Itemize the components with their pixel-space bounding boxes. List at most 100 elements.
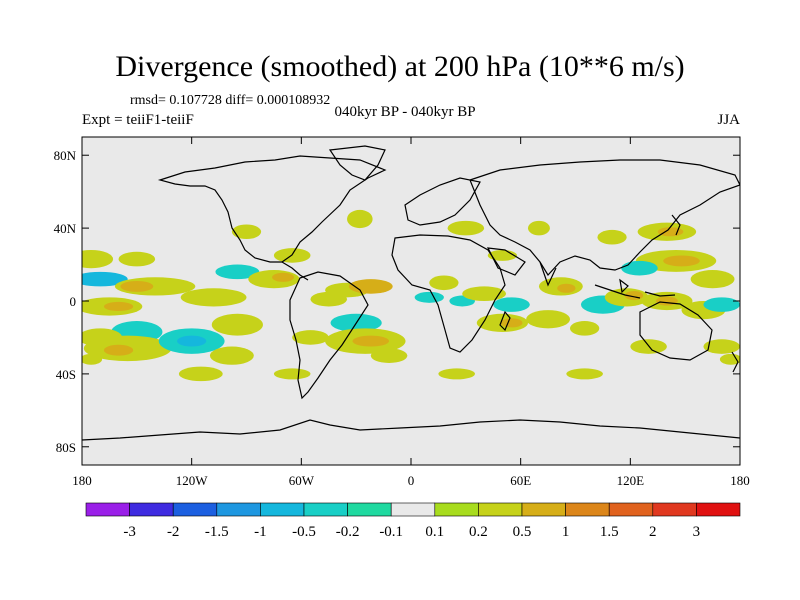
coastline-europe — [404, 177, 481, 226]
colorbar-swatch — [390, 502, 436, 517]
period-subtitle: 040kyr BP - 040kyr BP — [334, 104, 476, 120]
colorbar-swatch — [608, 502, 654, 517]
lat-tick-label: 40S — [56, 367, 76, 382]
colorbar: -3 -2 -1.5 -1 -0.5 -0.2 -0.1 0.1 0.2 0.5 1 1.5 2 3 — [85, 502, 741, 540]
field-contour-60 — [447, 220, 485, 236]
experiment-label: Expt = teiiF1-teiiF — [82, 112, 194, 128]
lon-tick-label: 0 — [408, 473, 415, 488]
lon-tick-label: 180 — [730, 473, 750, 488]
coastline-asia — [469, 159, 740, 276]
colorbar-swatch — [478, 502, 523, 517]
field-contour-31 — [414, 291, 444, 303]
colorbar-swatch — [260, 502, 305, 517]
field-contour-4 — [120, 280, 154, 292]
field-contour-56 — [690, 270, 735, 289]
coastline-south-america — [289, 271, 369, 400]
colorbar-swatch — [434, 502, 479, 517]
coastline-central-america — [281, 261, 309, 281]
coastline-arabia — [486, 247, 526, 276]
colorbar-level-label: -2 — [167, 524, 180, 540]
colorbar-level-label: -1 — [254, 524, 267, 540]
field-contour-17 — [211, 313, 263, 336]
lat-tick-label: 0 — [70, 294, 77, 309]
field-contour-48 — [703, 297, 740, 312]
field-contour-62 — [178, 366, 223, 382]
field-contour-46 — [655, 296, 678, 306]
lon-tick-label: 60W — [289, 473, 315, 488]
colorbar-level-label: -1.5 — [205, 524, 229, 540]
field-contour-65 — [566, 368, 603, 380]
colorbar-level-label: 0.2 — [469, 524, 488, 540]
field-contour-64 — [438, 368, 475, 380]
season-label: JJA — [717, 112, 740, 128]
field-contour-24 — [292, 330, 329, 345]
field-contour-16 — [177, 335, 207, 347]
field-contour-40 — [557, 283, 576, 293]
field-contour-6 — [103, 301, 134, 312]
field-contour-38 — [526, 310, 571, 329]
colorbar-level-label: -0.2 — [336, 524, 360, 540]
field-contour-57 — [621, 260, 658, 276]
colorbar-level-label: 0.5 — [513, 524, 532, 540]
colorbar-swatch — [565, 502, 610, 517]
lon-tick-label: 120W — [176, 473, 209, 488]
colorbar-level-label: 0.1 — [425, 524, 444, 540]
field-contour-29 — [231, 224, 262, 240]
field-contour-0 — [82, 249, 114, 269]
coastline-africa — [391, 234, 506, 353]
field-contour-37 — [500, 318, 523, 328]
field-contour-2 — [82, 271, 128, 287]
field-contour-33 — [429, 275, 459, 291]
lat-tick-label: 80N — [54, 148, 77, 163]
lat-tick-label: 40N — [54, 221, 77, 236]
coastline-indonesia — [594, 278, 676, 299]
field-contour-27 — [370, 348, 408, 363]
divergence-field — [82, 209, 740, 382]
field-contour-10 — [272, 272, 295, 282]
lon-tick-label: 120E — [617, 473, 645, 488]
lon-tick-label: 180 — [72, 473, 92, 488]
field-contour-26 — [352, 335, 390, 347]
coastline-north-america — [157, 155, 387, 263]
coastline-new-zealand — [731, 351, 739, 373]
field-contour-34 — [462, 286, 507, 302]
colorbar-level-label: 2 — [649, 524, 657, 540]
colorbar-level-label: -0.5 — [292, 524, 316, 540]
coastline-madagascar — [499, 310, 511, 332]
colorbar-swatch — [696, 502, 741, 517]
field-contour-7 — [180, 288, 247, 307]
lon-tick-label: 60E — [510, 473, 531, 488]
field-contour-55 — [657, 227, 684, 237]
coastline-japan — [671, 214, 681, 236]
coastline-india — [539, 261, 557, 287]
field-contour-41 — [570, 321, 600, 336]
coastline-australia — [639, 301, 713, 361]
field-contour-1 — [118, 251, 156, 267]
colorbar-swatch — [652, 502, 697, 517]
field-contour-14 — [103, 344, 134, 356]
field-contour-19 — [82, 353, 103, 365]
field-contour-63 — [273, 368, 311, 380]
field-contour-58 — [597, 229, 627, 245]
map-title: Divergence (smoothed) at 200 hPa (10**6 … — [115, 50, 685, 83]
colorbar-level-label: 1 — [562, 524, 570, 540]
field-contour-35 — [493, 297, 530, 312]
longitude-axis: 180 120W 60W 0 60E 120E 180 — [72, 137, 750, 488]
colorbar-level-label: 3 — [693, 524, 701, 540]
colorbar-level-label: 1.5 — [600, 524, 619, 540]
rmsd-diff-stats: rmsd= 0.107728 diff= 0.000108932 — [130, 93, 331, 108]
colorbar-swatch — [129, 502, 174, 517]
coastline-greenland — [328, 145, 386, 181]
colorbar-level-label: -3 — [123, 524, 136, 540]
field-contour-8 — [215, 264, 260, 280]
colorbar-swatch — [216, 502, 261, 517]
colorbar-swatch — [85, 502, 130, 517]
colorbar-swatch — [521, 502, 566, 517]
colorbar-level-label: -0.1 — [379, 524, 403, 540]
field-contour-28 — [347, 209, 373, 229]
field-contour-53 — [663, 255, 700, 267]
colorbar-swatch — [347, 502, 392, 517]
coastline-antarctica — [82, 419, 740, 441]
lat-tick-label: 80S — [56, 440, 76, 455]
